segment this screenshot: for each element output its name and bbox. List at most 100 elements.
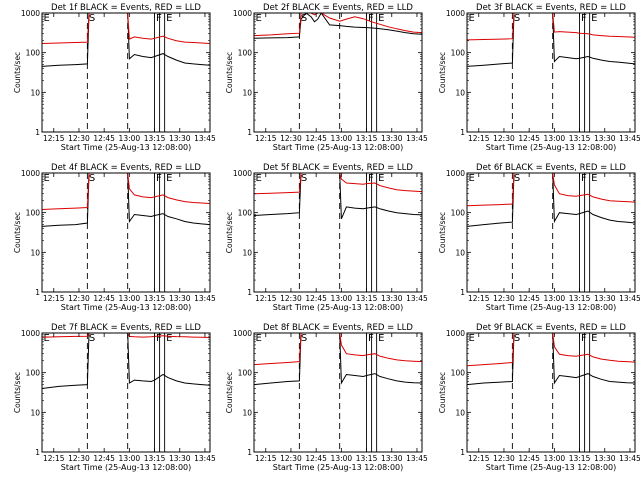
series-line-events [467, 333, 635, 386]
y-tick-label: 1 [460, 448, 465, 457]
y-tick-label: 1 [35, 128, 40, 137]
marker-label: S [89, 173, 95, 184]
y-tick-label: 10 [455, 248, 465, 257]
marker-label: E [378, 173, 384, 184]
x-tick-label: 12:45 [305, 454, 327, 463]
x-tick-label: 13:00 [544, 294, 566, 303]
x-tick-label: 13:15 [569, 294, 591, 303]
y-tick-label: 10 [242, 408, 252, 417]
y-axis-label: Counts/sec [438, 372, 447, 413]
x-tick-label: 12:45 [93, 454, 115, 463]
y-tick-label: 1 [247, 288, 252, 297]
x-axis-label: Start Time (25-Aug-13 12:08:00) [486, 463, 617, 472]
plot-frame [253, 172, 423, 293]
x-axis-label: Start Time (25-Aug-13 12:08:00) [61, 143, 192, 152]
x-tick-label: 12:15 [255, 134, 277, 143]
marker-label: S [514, 13, 520, 24]
series-line-lld [467, 13, 635, 41]
chart-title: Det 3f BLACK = Events, RED = LLD [476, 3, 626, 13]
chart-title: Det 8f BLACK = Events, RED = LLD [263, 323, 413, 333]
x-tick-label: 12:45 [518, 294, 540, 303]
y-tick-label: 1000 [21, 9, 40, 18]
x-tick-label: 12:15 [468, 294, 490, 303]
x-tick-label: 12:45 [518, 134, 540, 143]
x-tick-label: 13:45 [406, 134, 428, 143]
x-tick-label: 13:00 [119, 294, 141, 303]
x-tick-label: 12:30 [493, 454, 515, 463]
y-tick-label: 10 [30, 88, 40, 97]
x-tick-label: 13:45 [406, 294, 428, 303]
marker-label: F [581, 13, 587, 24]
y-tick-label: 10 [30, 248, 40, 257]
chart-title: Det 7f BLACK = Events, RED = LLD [51, 323, 201, 333]
marker-label: E [378, 13, 384, 24]
x-tick-label: 12:30 [68, 134, 90, 143]
marker-label: F [368, 173, 374, 184]
x-axis-label: Start Time (25-Aug-13 12:08:00) [486, 303, 617, 312]
marker-label: F [156, 333, 162, 344]
marker-label: E [469, 333, 475, 344]
marker-label: E [591, 333, 597, 344]
y-tick-label: 100 [451, 209, 466, 218]
y-axis-label: Counts/sec [13, 52, 22, 93]
marker-label: S [514, 333, 520, 344]
marker-label: E [166, 333, 172, 344]
x-tick-label: 12:30 [280, 454, 302, 463]
plot-frame [466, 12, 636, 133]
chart-title: Det 5f BLACK = Events, RED = LLD [263, 163, 413, 173]
y-tick-label: 1000 [21, 169, 40, 178]
y-tick-label: 1 [460, 128, 465, 137]
x-tick-label: 13:45 [619, 294, 640, 303]
x-axis-label: Start Time (25-Aug-13 12:08:00) [273, 303, 404, 312]
series-line-events [467, 173, 635, 227]
marker-label: E [591, 13, 597, 24]
y-tick-label: 1000 [446, 169, 465, 178]
y-axis-label: Counts/sec [438, 212, 447, 253]
series-line-lld [254, 333, 422, 366]
x-tick-label: 12:15 [255, 294, 277, 303]
y-axis-label: Counts/sec [225, 372, 234, 413]
series-line-events [42, 13, 210, 67]
marker-label: S [301, 13, 307, 24]
x-tick-label: 13:30 [381, 294, 403, 303]
y-axis-label: Counts/sec [225, 52, 234, 93]
series-line-lld [254, 13, 422, 37]
y-tick-label: 1 [247, 448, 252, 457]
y-tick-label: 100 [238, 49, 253, 58]
x-tick-label: 13:15 [144, 454, 166, 463]
y-tick-label: 1 [35, 288, 40, 297]
x-tick-label: 13:45 [619, 134, 640, 143]
y-tick-label: 100 [451, 369, 466, 378]
x-tick-label: 12:15 [468, 454, 490, 463]
marker-label: E [166, 13, 172, 24]
x-tick-label: 12:45 [93, 294, 115, 303]
y-tick-label: 100 [26, 369, 41, 378]
x-tick-label: 13:30 [169, 134, 191, 143]
x-tick-label: 12:15 [468, 134, 490, 143]
x-tick-label: 12:45 [305, 134, 327, 143]
x-tick-label: 13:15 [356, 134, 378, 143]
x-tick-label: 13:30 [169, 294, 191, 303]
y-axis-label: Counts/sec [13, 372, 22, 413]
series-line-events [42, 333, 210, 389]
plot-frame [41, 12, 211, 133]
series-line-lld [467, 173, 635, 207]
x-axis-label: Start Time (25-Aug-13 12:08:00) [61, 303, 192, 312]
marker-label: E [469, 13, 475, 24]
x-tick-label: 12:45 [93, 134, 115, 143]
x-tick-label: 13:15 [144, 134, 166, 143]
series-line-lld [254, 173, 422, 195]
y-tick-label: 1 [247, 128, 252, 137]
y-tick-label: 10 [242, 248, 252, 257]
x-tick-label: 12:15 [255, 454, 277, 463]
plot-frame [466, 332, 636, 453]
x-tick-label: 12:45 [518, 454, 540, 463]
x-tick-label: 13:00 [544, 134, 566, 143]
x-tick-label: 12:30 [280, 134, 302, 143]
